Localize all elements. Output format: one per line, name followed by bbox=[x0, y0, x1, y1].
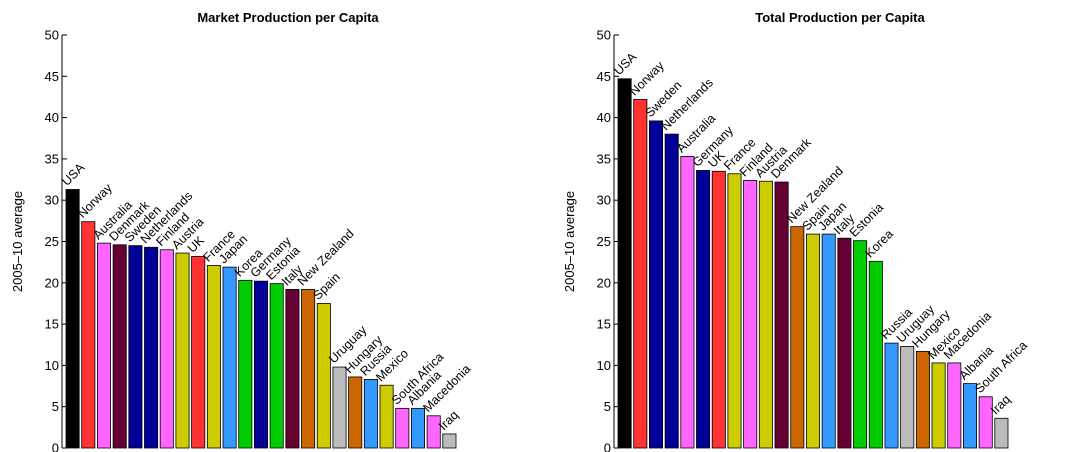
y-tick-label: 10 bbox=[45, 358, 59, 373]
bar-uk bbox=[711, 170, 726, 449]
bar-korea bbox=[238, 279, 253, 449]
bar-germany bbox=[696, 170, 711, 449]
y-tick-label: 30 bbox=[45, 193, 59, 208]
bar-macedonia bbox=[947, 362, 962, 449]
bar-usa bbox=[617, 78, 632, 449]
bar-italy bbox=[837, 237, 852, 449]
y-tick-label: 0 bbox=[604, 441, 611, 452]
bar-hungary bbox=[915, 350, 930, 449]
bar-france bbox=[727, 173, 742, 449]
bar-netherlands bbox=[664, 133, 679, 449]
bar-sweden bbox=[128, 245, 143, 449]
y-tick-label: 25 bbox=[597, 234, 611, 249]
chart-panel-1: Market Production per Capita 0 5 10 15 20 25 30… bbox=[10, 10, 473, 452]
y-tick-label: 35 bbox=[597, 151, 611, 166]
bar-albania bbox=[963, 383, 978, 449]
bar-australia bbox=[680, 156, 695, 449]
bar-denmark bbox=[774, 181, 789, 449]
bar-finland bbox=[743, 179, 758, 449]
y-tick-label: 15 bbox=[597, 317, 611, 332]
chart-title: Market Production per Capita bbox=[197, 10, 379, 25]
y-tick-label: 25 bbox=[45, 234, 59, 249]
y-tick-label: 35 bbox=[45, 151, 59, 166]
bar-south-africa bbox=[395, 407, 410, 449]
bar-russia bbox=[884, 342, 899, 449]
y-tick-label: 45 bbox=[597, 69, 611, 84]
chart-title: Total Production per Capita bbox=[755, 10, 925, 25]
bar-netherlands bbox=[144, 246, 159, 449]
bar-usa bbox=[65, 189, 80, 449]
bar-germany bbox=[253, 280, 268, 449]
bar-norway bbox=[81, 221, 96, 449]
bar-sweden bbox=[649, 120, 664, 449]
bar-spain bbox=[806, 233, 821, 449]
bar-label: USA bbox=[611, 49, 640, 78]
bar-austria bbox=[758, 180, 773, 449]
bar-austria bbox=[175, 252, 190, 449]
y-tick-label: 5 bbox=[52, 399, 59, 414]
bar-uruguay bbox=[900, 346, 915, 449]
y-tick-label: 20 bbox=[597, 275, 611, 290]
bar-label: Korea bbox=[862, 227, 896, 261]
y-tick-label: 45 bbox=[45, 69, 59, 84]
y-tick-label: 5 bbox=[604, 399, 611, 414]
bar-uruguay bbox=[332, 366, 347, 449]
bar-macedonia bbox=[426, 415, 441, 449]
y-axis-label: 2005–10 average bbox=[10, 191, 25, 292]
bar-italy bbox=[285, 289, 300, 449]
y-axis-label: 2005–10 average bbox=[562, 191, 577, 292]
bar-russia bbox=[363, 379, 378, 449]
bar-korea bbox=[868, 260, 883, 449]
bar-uk bbox=[191, 255, 206, 449]
bar-albania bbox=[410, 407, 425, 449]
bar-france bbox=[206, 265, 221, 449]
y-tick-label: 50 bbox=[597, 28, 611, 43]
bar-norway bbox=[633, 99, 648, 449]
bar-finland bbox=[159, 249, 174, 449]
y-tick-label: 50 bbox=[45, 28, 59, 43]
bar-south-africa bbox=[978, 396, 993, 449]
bar-iraq bbox=[442, 433, 457, 449]
bar-spain bbox=[316, 303, 331, 449]
y-tick-label: 10 bbox=[597, 358, 611, 373]
bar-mexico bbox=[379, 384, 394, 449]
bar-iraq bbox=[994, 417, 1009, 449]
y-tick-label: 15 bbox=[45, 317, 59, 332]
y-tick-label: 40 bbox=[45, 110, 59, 125]
bar-japan bbox=[222, 266, 237, 449]
bar-mexico bbox=[931, 362, 946, 449]
bar-new-zealand bbox=[790, 226, 805, 449]
y-tick-label: 30 bbox=[597, 193, 611, 208]
bar-hungary bbox=[348, 376, 363, 449]
bar-label: USA bbox=[59, 160, 88, 189]
bar-denmark bbox=[112, 244, 127, 449]
y-tick-label: 40 bbox=[597, 110, 611, 125]
y-tick-label: 0 bbox=[52, 441, 59, 452]
bar-japan bbox=[821, 233, 836, 449]
bar-estonia bbox=[269, 283, 284, 449]
bar-estonia bbox=[853, 240, 868, 449]
bar-australia bbox=[97, 242, 112, 449]
chart-panel-2: Total Production per Capita 0 5 10 15 20 25 30 3… bbox=[562, 10, 1030, 452]
y-tick-label: 20 bbox=[45, 275, 59, 290]
bar-new-zealand bbox=[301, 289, 316, 449]
